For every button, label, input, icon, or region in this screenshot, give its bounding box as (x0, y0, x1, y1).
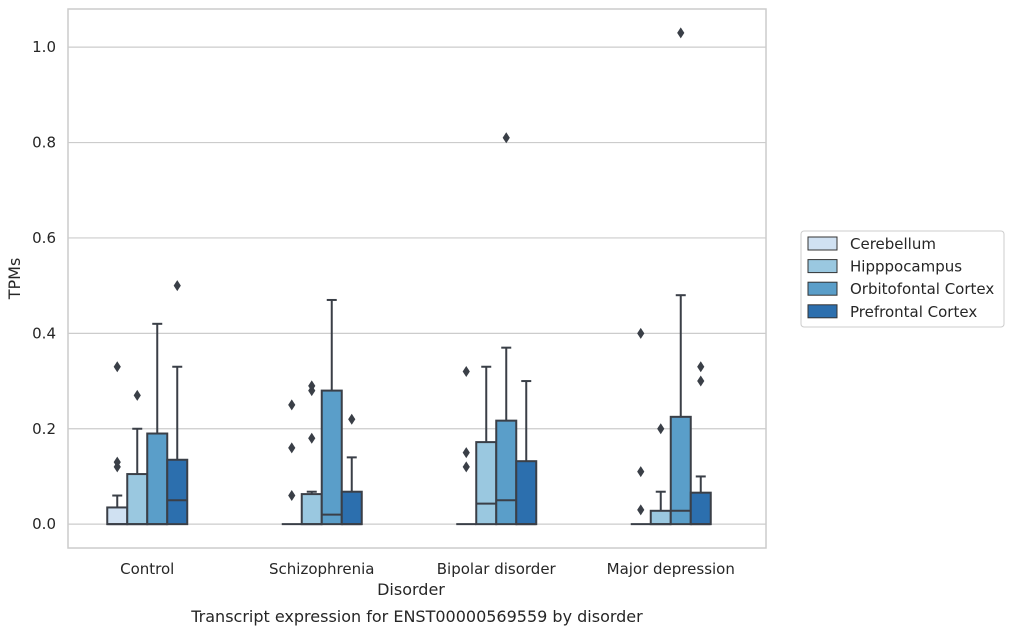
box-orbitofontal-cortex (669, 27, 692, 526)
y-tick-label: 0.8 (32, 134, 56, 152)
box-prefrontal-cortex (166, 280, 189, 526)
box-orbitofontal-cortex (495, 132, 518, 526)
outlier-point (502, 132, 510, 144)
x-axis-title: Disorder (377, 580, 445, 599)
y-tick-label: 0.6 (32, 229, 56, 247)
box-prefrontal-cortex (689, 361, 712, 526)
outlier-point (308, 380, 316, 392)
outlier-point (288, 442, 296, 454)
box-body (300, 493, 323, 526)
box-prefrontal-cortex (515, 380, 538, 526)
box-body (495, 419, 518, 526)
y-axis-title: TPMs (5, 258, 24, 301)
x-tick-label: Major depression (607, 560, 735, 578)
outlier-point (113, 456, 121, 468)
outlier-point (657, 423, 665, 435)
x-tick-label: Bipolar disorder (437, 560, 557, 578)
box-body (106, 506, 129, 526)
box-hipppocampus (300, 380, 323, 526)
outlier-point (697, 375, 705, 387)
outlier-point (133, 389, 141, 401)
box-hipppocampus (649, 423, 672, 526)
legend: Cerebellum Hipppocampus Orbitofontal Corte… (800, 230, 1005, 328)
box-body (340, 490, 363, 526)
outlier-point (288, 399, 296, 411)
outlier-point (113, 361, 121, 373)
legend-swatch (807, 304, 838, 319)
outlier-point (462, 461, 470, 473)
legend-label: Prefrontal Cortex (850, 303, 977, 321)
plot-frame (67, 8, 767, 549)
box-body (515, 460, 538, 526)
legend-swatch (807, 236, 838, 251)
box-body (649, 509, 672, 526)
box-body (669, 415, 692, 526)
box-orbitofontal-cortex (320, 298, 343, 526)
legend-swatch (807, 259, 838, 274)
outlier-point (637, 504, 645, 516)
box-body (475, 441, 498, 526)
outlier-point (348, 413, 356, 425)
legend-label: Orbitofontal Cortex (850, 280, 994, 298)
outlier-point (637, 466, 645, 478)
legend-label: Hipppocampus (850, 258, 962, 276)
box-body (146, 432, 169, 526)
box-orbitofontal-cortex (146, 322, 169, 526)
outlier-point (308, 432, 316, 444)
outlier-point (288, 490, 296, 502)
outlier-point (697, 361, 705, 373)
outlier-point (462, 366, 470, 378)
box-hipppocampus (475, 365, 498, 526)
y-tick-label: 0.0 (32, 515, 56, 533)
outlier-point (462, 447, 470, 459)
x-tick-label: Schizophrenia (269, 560, 374, 578)
box-hipppocampus (126, 389, 149, 526)
box-prefrontal-cortex (340, 413, 363, 526)
y-grid (68, 46, 766, 525)
box-cerebellum (281, 399, 302, 526)
legend-swatch (807, 281, 838, 296)
x-tick-label: Control (120, 560, 174, 578)
box-cerebellum (456, 366, 477, 526)
outlier-point (637, 327, 645, 339)
boxes-layer (106, 27, 712, 526)
y-tick-label: 0.4 (32, 324, 56, 342)
outlier-point (173, 280, 181, 292)
chart-caption: Transcript expression for ENST0000056955… (190, 607, 643, 626)
box-body (166, 458, 189, 526)
y-tick-label: 1.0 (32, 38, 56, 56)
legend-frame (800, 230, 1005, 328)
y-tick-labels: 0.0 0.2 0.4 0.6 0.8 1.0 (32, 38, 56, 533)
x-tick-labels: Control Schizophrenia Bipolar disorder Majo… (120, 560, 735, 578)
box-cerebellum (106, 361, 129, 526)
legend-label: Cerebellum (850, 235, 936, 253)
box-cerebellum (630, 327, 651, 526)
box-body (320, 389, 343, 526)
y-tick-label: 0.2 (32, 420, 56, 438)
box-body (689, 491, 712, 526)
box-body (126, 473, 149, 526)
outlier-point (677, 27, 685, 39)
